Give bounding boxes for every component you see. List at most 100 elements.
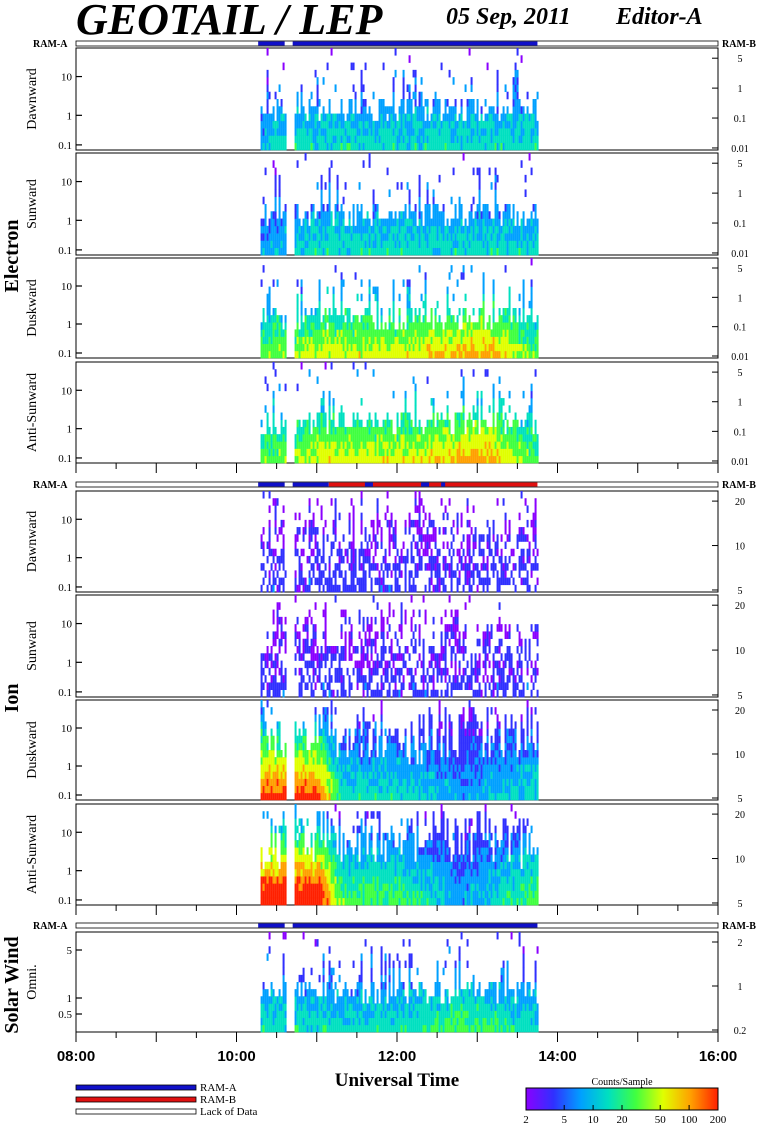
spectrogram-cell (348, 211, 351, 219)
spectrogram-cell (482, 675, 485, 683)
spectrogram-cell (328, 128, 331, 136)
spectrogram-cell (528, 412, 531, 421)
spectrogram-cell (320, 196, 323, 205)
spectrogram-cell (370, 142, 373, 151)
spectrogram-cell (466, 135, 469, 144)
spectrogram-cell (470, 682, 473, 691)
spectrogram-cell (368, 315, 371, 323)
spectrogram-cell (428, 555, 431, 564)
spectrogram-cell (330, 128, 333, 136)
spectrogram-cell (532, 548, 535, 557)
spectrogram-cell (354, 120, 357, 129)
spectrogram-cell (424, 441, 427, 449)
spectrogram-cell (492, 315, 495, 323)
left-tick-label: 0.1 (58, 140, 72, 152)
spectrogram-cell (278, 225, 281, 234)
spectrogram-cell (508, 120, 511, 129)
spectrogram-cell (394, 336, 397, 345)
spectrogram-cell (490, 120, 493, 129)
spectrogram-cell (492, 308, 495, 316)
spectrogram-cell (396, 667, 399, 676)
spectrogram-cell (394, 113, 397, 122)
spectrogram-cell (386, 505, 389, 513)
spectrogram-cell (352, 434, 355, 442)
spectrogram-cell (390, 120, 393, 129)
spectrogram-cell (454, 128, 457, 136)
spectrogram-cell (520, 555, 523, 564)
spectrogram-cell (532, 106, 535, 114)
spectrogram-cell (336, 189, 339, 198)
spectrogram-cell (454, 247, 457, 256)
spectrogram-cell (282, 534, 285, 542)
spectrogram-cell (302, 624, 305, 632)
spectrogram-cell (294, 434, 297, 442)
spectrogram-cell (464, 128, 467, 136)
spectrogram-cell (472, 99, 475, 107)
spectrogram-cell (520, 577, 523, 586)
spectrogram-cell (324, 419, 327, 428)
spectrogram-cell (368, 534, 371, 542)
spectrogram-cell (466, 675, 469, 683)
spectrogram-cell (416, 689, 419, 698)
spectrogram-cell (356, 412, 359, 421)
spectrogram-cell (348, 519, 351, 528)
spectrogram-cell (376, 541, 379, 550)
spectrogram-cell (284, 383, 287, 392)
spectrogram-cell (418, 419, 421, 428)
spectrogram-cell (334, 240, 337, 249)
spectrogram-cell (460, 563, 463, 571)
spectrogram-cell (506, 448, 509, 457)
spectrogram-cell (324, 609, 327, 618)
spectrogram-cell (342, 646, 345, 654)
spectrogram-cell (532, 225, 535, 234)
spectrogram-cell (504, 660, 507, 669)
spectrogram-cell (446, 113, 449, 122)
spectrogram-cell (464, 240, 467, 249)
spectrogram-cell (356, 455, 359, 464)
spectrogram-cell (366, 343, 369, 352)
spectrogram-cell (432, 534, 435, 542)
spectrogram-cell (498, 315, 501, 323)
spectrogram-cell (320, 682, 323, 691)
spectrogram-cell (334, 527, 337, 535)
spectrogram-cell (486, 675, 489, 683)
spectrogram-cell (310, 233, 313, 241)
spectrogram-cell (420, 233, 423, 241)
spectrogram-cell (392, 689, 395, 698)
spectrogram-cell (514, 455, 517, 464)
spectrogram-cell (472, 343, 475, 352)
spectrogram-cell (348, 689, 351, 698)
spectrogram-cell (304, 434, 307, 442)
spectrogram-cell (268, 548, 271, 557)
spectrogram-cell (490, 128, 493, 136)
spectrogram-cell (274, 675, 277, 683)
spectrogram-cell (302, 233, 305, 241)
spectrogram-cell (310, 247, 313, 256)
spectrogram-cell (504, 142, 507, 151)
spectrogram-cell (268, 426, 271, 435)
spectrogram-cell (386, 455, 389, 464)
spectrogram-cell (498, 616, 501, 625)
spectrogram-cell (264, 142, 267, 151)
spectrogram-cell (376, 426, 379, 435)
spectrogram-cell (478, 441, 481, 449)
spectrogram-cell (436, 225, 439, 234)
spectrogram-cell (394, 570, 397, 578)
spectrogram-cell (328, 448, 331, 457)
spectrogram-cell (484, 441, 487, 449)
spectrogram-cell (444, 247, 447, 256)
spectrogram-cell (338, 113, 341, 122)
spectrogram-cell (482, 135, 485, 144)
spectrogram-cell (336, 667, 339, 676)
spectrogram-cell (440, 62, 443, 71)
spectrogram-cell (508, 286, 511, 295)
right-tick-label: 5 (738, 54, 743, 65)
spectrogram-cell (276, 350, 279, 359)
spectrogram-cell (400, 419, 403, 428)
spectrogram-cell (508, 426, 511, 435)
spectrogram-cell (280, 142, 283, 151)
spectrogram-cell (484, 336, 487, 345)
spectrogram-cell (368, 135, 371, 144)
spectrogram-cell (436, 653, 439, 661)
spectrogram-cell (338, 240, 341, 249)
